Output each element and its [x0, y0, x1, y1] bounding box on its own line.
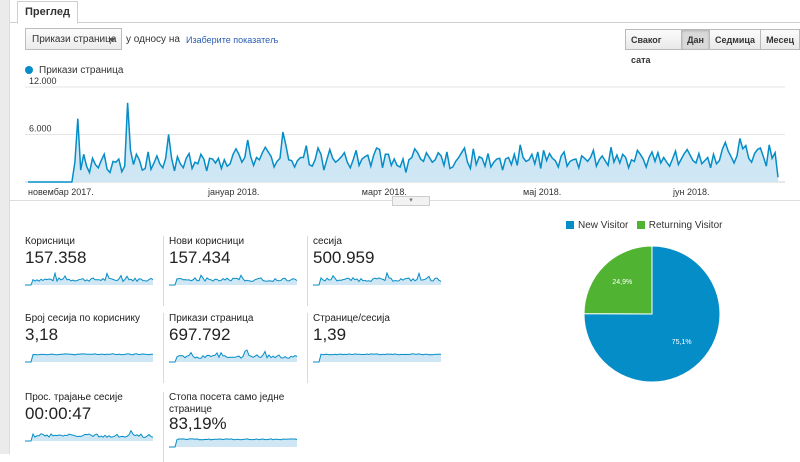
- series-line: [28, 102, 779, 183]
- period-hourly-button[interactable]: Сваког сата: [625, 29, 683, 65]
- tab-overview[interactable]: Преглед: [17, 1, 78, 24]
- metric-sessions[interactable]: сесија 500.959: [307, 236, 453, 306]
- metric-sparkline: [313, 272, 442, 286]
- metric-label: Прос. трајање сесије: [25, 392, 123, 403]
- metric-value: 3,18: [25, 325, 59, 344]
- pie-slice-new: [583, 245, 721, 383]
- x-tick-label: јун 2018.: [672, 187, 710, 197]
- sparkline-line: [25, 429, 154, 442]
- metric-separator: [163, 313, 164, 383]
- metric-new-users[interactable]: Нови корисници 157.434: [163, 236, 309, 306]
- metric-label: Прикази страница: [169, 313, 254, 324]
- metric-sparkline: [25, 353, 154, 363]
- chart-legend: Прикази страница: [25, 65, 123, 76]
- sparkline-line: [313, 353, 442, 363]
- sparkline-area: [25, 430, 153, 441]
- pie-data-label: 75,1%: [672, 339, 692, 346]
- metric-sparkline: [169, 349, 298, 363]
- period-month-button[interactable]: Месец: [760, 29, 800, 50]
- pie-legend: New Visitor Returning Visitor: [566, 220, 722, 231]
- pie-data-label: 24,9%: [612, 279, 632, 286]
- metric-label: Стопа посета само једне странице: [169, 392, 285, 415]
- x-tick-label: новембар 2017.: [28, 187, 94, 197]
- choose-metric-link[interactable]: Изаберите показатељ: [186, 35, 279, 45]
- metric-value: 157.434: [169, 248, 231, 267]
- sparkline-area: [169, 275, 297, 285]
- sparkline-area: [169, 438, 297, 447]
- legend-new-swatch-icon: [566, 221, 574, 229]
- metric-label: Број сесија по кориснику: [25, 313, 140, 324]
- metric-bounce-rate[interactable]: Стопа посета само једне странице 83,19%: [163, 392, 309, 462]
- metric-value: 1,39: [313, 325, 347, 344]
- metric-value: 500.959: [313, 248, 375, 267]
- pie-legend-new: New Visitor: [578, 220, 629, 231]
- collapse-handle[interactable]: ▾: [392, 196, 430, 206]
- metric-separator: [307, 313, 308, 383]
- sparkline-line: [313, 272, 442, 286]
- x-tick-label: јануар 2018.: [207, 187, 259, 197]
- metric-label: сесија: [313, 236, 342, 247]
- pageviews-chart: 12.000 6.000 новембар 2017. јануар 2018. мар…: [25, 76, 785, 197]
- pie-legend-returning: Returning Visitor: [648, 220, 723, 231]
- series-area: [28, 102, 778, 182]
- metric-sparkline: [169, 438, 298, 448]
- x-tick-label: март 2018.: [362, 187, 407, 197]
- metric-value: 697.792: [169, 325, 231, 344]
- sparkline-area: [313, 353, 441, 362]
- metric-separator: [163, 236, 164, 306]
- sparkline-line: [169, 438, 298, 448]
- period-week-button[interactable]: Седмица: [709, 29, 762, 50]
- metric-pages-per-session[interactable]: Странице/сесија 1,39: [307, 313, 453, 383]
- y-tick-label: 6.000: [29, 124, 52, 134]
- metric-sparkline: [25, 429, 154, 442]
- pie-slice-returning: [583, 245, 653, 315]
- x-tick-label: мај 2018.: [523, 187, 561, 197]
- metric-sparkline: [169, 274, 298, 286]
- metric-label: Нови корисници: [169, 236, 245, 247]
- metric-avg-session-duration[interactable]: Прос. трајање сесије 00:00:47: [25, 392, 165, 462]
- metric-value: 157.358: [25, 248, 87, 267]
- compare-label: у односу на: [126, 34, 180, 45]
- metric-sessions-per-user[interactable]: Број сесија по кориснику 3,18: [25, 313, 165, 383]
- visitor-pie-chart: 75,1% 24,9%: [583, 245, 721, 383]
- metric-select-value: Прикази страница: [32, 34, 117, 45]
- sparkline-line: [25, 272, 154, 286]
- sparkline-line: [169, 349, 298, 363]
- metric-pageviews[interactable]: Прикази страница 697.792: [163, 313, 309, 383]
- metric-value: 83,19%: [169, 414, 227, 433]
- left-scroll-edge: [0, 0, 10, 454]
- sparkline-line: [25, 353, 154, 363]
- legend-returning-swatch-icon: [636, 221, 645, 229]
- metric-label: Странице/сесија: [313, 313, 390, 324]
- metric-users[interactable]: Корисници 157.358: [25, 236, 165, 306]
- period-day-button[interactable]: Дан: [681, 29, 710, 50]
- sparkline-area: [25, 353, 153, 362]
- sparkline-line: [169, 274, 298, 286]
- metric-select[interactable]: Прикази страница: [25, 28, 122, 50]
- metric-value: 00:00:47: [25, 404, 92, 423]
- metric-sparkline: [313, 353, 442, 363]
- y-tick-label: 12.000: [29, 76, 57, 86]
- metric-label: Корисници: [25, 236, 75, 247]
- metric-separator: [163, 392, 164, 462]
- tab-bar: Преглед: [10, 0, 800, 24]
- legend-dot-icon: [25, 66, 33, 74]
- metric-separator: [307, 236, 308, 306]
- chevron-down-icon: [108, 38, 116, 42]
- metric-sparkline: [25, 272, 154, 286]
- period-toggle: Сваког сата Дан Седмица Месец: [625, 29, 800, 65]
- legend-label: Прикази страница: [39, 65, 124, 76]
